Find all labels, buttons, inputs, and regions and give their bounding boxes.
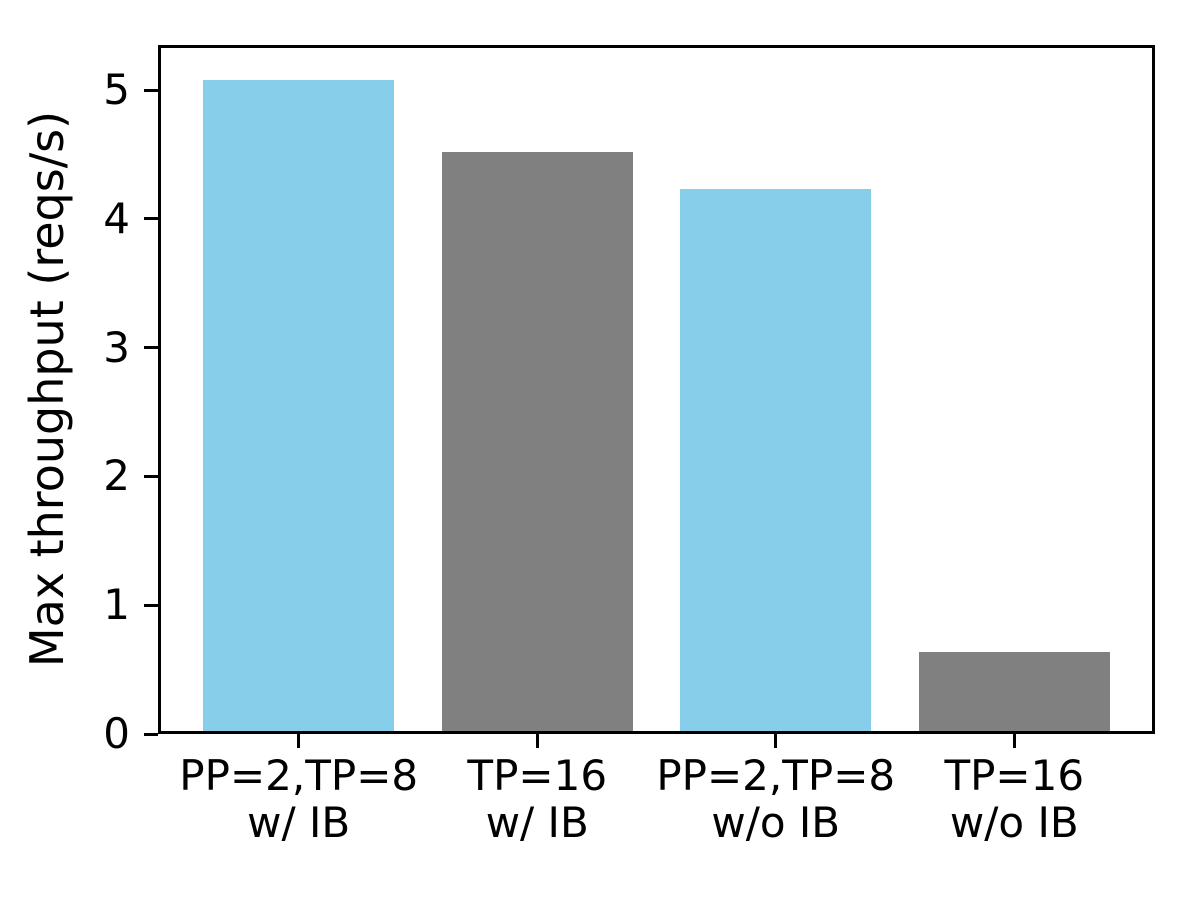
bar-pp-2-tp-8-w-ib [203,79,395,734]
x-tick-label-line: TP=16 [467,751,608,800]
x-tick-label-tp-16-w-ib: TP=16 w/ IB [467,752,607,846]
y-tick-label: 4 [103,193,130,243]
y-tick-mark [144,474,158,478]
x-tick-label-pp-2-tp-8-w-o-ib: PP=2,TP=8 w/o IB [656,752,895,846]
y-tick-label: 5 [103,65,130,115]
x-tick-mark [535,734,539,748]
x-tick-label-line: w/o IB [711,798,841,848]
y-tick-mark [144,732,158,736]
x-tick-mark [297,734,301,748]
x-tick-mark [1012,734,1016,748]
plot-area [158,45,1155,734]
y-tick-label: 0 [103,709,130,758]
x-tick-label-line: TP=16 [944,751,1085,800]
bar-tp-16-w-ib [441,151,633,734]
y-tick-mark [144,346,158,350]
y-tick-mark [144,603,158,607]
x-tick-label-line: w/o IB [949,798,1079,848]
y-tick-mark [144,88,158,92]
x-tick-label-line: PP=2,TP=8 [179,751,419,800]
x-tick-label-line: w/ IB [247,798,351,848]
bar-pp-2-tp-8-w-o-ib [680,189,872,734]
x-tick-label-line: w/ IB [485,798,589,848]
x-tick-label-tp-16-w-o-ib: TP=16 w/o IB [944,752,1084,846]
x-tick-label-pp-2-tp-8-w-ib: PP=2,TP=8 w/ IB [179,752,418,846]
x-tick-label-line: PP=2,TP=8 [656,751,896,800]
y-tick-label: 2 [103,451,130,501]
x-tick-mark [774,734,778,748]
bar-tp-16-w-o-ib [918,651,1110,734]
y-tick-label: 1 [103,580,130,630]
y-tick-mark [144,217,158,221]
y-tick-label: 3 [103,322,130,372]
